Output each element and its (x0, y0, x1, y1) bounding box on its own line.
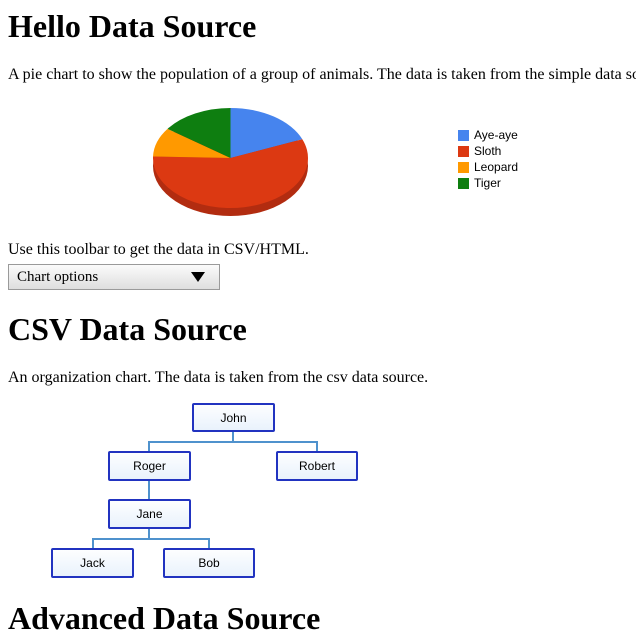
org-node-roger[interactable]: Roger (108, 451, 191, 481)
org-connector-line (148, 529, 150, 538)
advanced-heading: Advanced Data Source (8, 600, 321, 636)
org-chart: John Roger Robert Jane Jack Bob (8, 403, 628, 579)
hello-heading: Hello Data Source (8, 8, 257, 44)
csv-description: An organization chart. The data is taken… (8, 369, 429, 386)
org-node-jack[interactable]: Jack (51, 548, 134, 578)
org-node-robert[interactable]: Robert (276, 451, 358, 481)
org-connector-line (92, 538, 210, 540)
toolbar-hint: Use this toolbar to get the data in CSV/… (8, 241, 309, 258)
csv-heading: CSV Data Source (8, 311, 247, 347)
pie-chart-3d[interactable] (153, 108, 308, 218)
legend-swatch-icon (458, 162, 469, 173)
legend-item: Tiger (458, 176, 518, 190)
chart-options-label: Chart options (17, 268, 99, 285)
org-connector-line (232, 432, 234, 442)
legend-item: Aye-aye (458, 128, 518, 142)
pie-slice-leopard[interactable] (153, 128, 231, 158)
org-node-bob[interactable]: Bob (163, 548, 255, 578)
legend-label: Sloth (474, 144, 502, 158)
legend-label: Aye-aye (474, 128, 518, 142)
hello-description: A pie chart to show the population of a … (8, 66, 636, 83)
pie-legend: Aye-aye Sloth Leopard Tiger (458, 128, 519, 194)
org-connector-line (148, 441, 318, 443)
pie-chart-container: Aye-aye Sloth Leopard Tiger (8, 100, 628, 241)
legend-swatch-icon (458, 146, 469, 157)
org-connector-line (148, 443, 150, 451)
legend-label: Tiger (474, 176, 501, 190)
dropdown-arrow-icon (191, 272, 205, 282)
org-connector-line (208, 540, 210, 548)
legend-swatch-icon (458, 178, 469, 189)
chart-options-dropdown[interactable]: Chart options (8, 264, 220, 290)
pie-slice-aye-aye[interactable] (230, 108, 303, 158)
legend-swatch-icon (458, 130, 469, 141)
org-connector-line (148, 481, 150, 499)
legend-item: Leopard (458, 160, 519, 174)
legend-label: Leopard (474, 160, 519, 174)
org-node-jane[interactable]: Jane (108, 499, 191, 529)
org-connector-line (316, 443, 318, 451)
org-node-john[interactable]: John (192, 403, 275, 432)
legend-item: Sloth (458, 144, 518, 158)
org-connector-line (92, 540, 94, 548)
pie-slice-sloth[interactable] (153, 139, 308, 208)
pie-slice-tiger[interactable] (167, 108, 231, 158)
